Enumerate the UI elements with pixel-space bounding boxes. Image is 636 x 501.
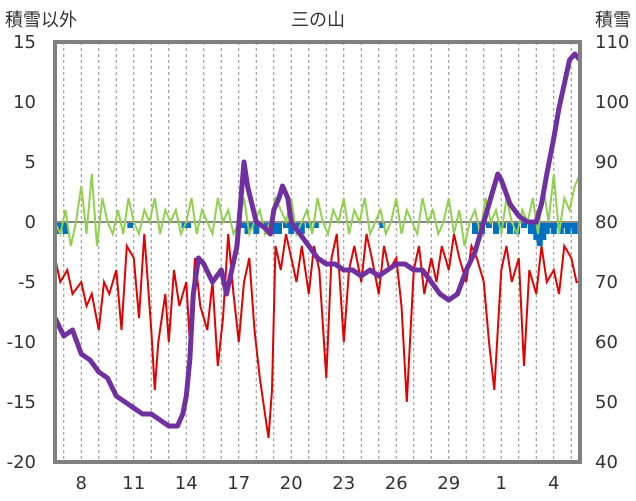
precip-bar (298, 222, 305, 234)
precip-bar (550, 222, 557, 234)
series-snow-depth (52, 51, 582, 429)
precip-bar (312, 222, 319, 228)
x-tick-label: 29 (437, 473, 460, 494)
precip-bar (248, 222, 254, 228)
precip-bar (540, 222, 547, 240)
precip-bar (521, 222, 527, 228)
left-tick-label: 0 (25, 212, 36, 233)
right-tick-label: 110 (595, 32, 629, 53)
x-tick-label: 11 (122, 473, 145, 494)
precip-bar (561, 222, 568, 228)
x-tick-label: 26 (385, 473, 408, 494)
x-ticks: 8 11 14 17 20 23 26 29 1 4 (76, 473, 560, 494)
x-tick-label: 23 (332, 473, 355, 494)
left-tick-label: -15 (7, 392, 36, 413)
precip-bar (493, 222, 499, 234)
chart-title: 三の山 (291, 10, 345, 31)
precip-bar (536, 222, 543, 246)
precip-bar (514, 222, 520, 234)
precip-bar (472, 222, 478, 234)
left-tick-label: 15 (13, 32, 36, 53)
x-tick-label: 20 (280, 473, 303, 494)
left-tick-label: 10 (13, 92, 36, 113)
precip-bar (564, 222, 571, 234)
precip-bar (270, 222, 277, 234)
left-axis-label: 積雪以外 (5, 10, 77, 31)
precip-bar (571, 222, 578, 234)
right-tick-label: 80 (595, 212, 618, 233)
right-tick-label: 60 (595, 332, 618, 353)
precip-bar (486, 222, 492, 228)
right-tick-label: 70 (595, 272, 618, 293)
right-y-ticks: 110 100 90 80 70 60 50 40 (595, 32, 629, 473)
vertical-grid (63, 42, 572, 462)
left-tick-label: -20 (7, 452, 36, 473)
left-y-ticks: 15 10 5 0 -5 -10 -15 -20 (7, 32, 36, 473)
precip-bar (241, 222, 247, 228)
precip-bar (305, 222, 312, 228)
right-tick-label: 40 (595, 452, 618, 473)
precip-bar (568, 222, 575, 228)
precip-bar (547, 222, 554, 228)
right-tick-label: 100 (595, 92, 629, 113)
precip-bar (253, 222, 260, 234)
right-axis-label: 積雪 (595, 10, 631, 31)
precip-bar (379, 222, 386, 228)
plot-frame (53, 40, 582, 464)
right-tick-label: 90 (595, 152, 618, 173)
left-tick-label: -10 (7, 332, 36, 353)
x-tick-label: 1 (496, 473, 507, 494)
precip-bar (62, 222, 69, 234)
precip-bar (283, 222, 289, 228)
precip-bar (127, 222, 134, 228)
precip-bar (543, 222, 550, 234)
x-tick-label: 8 (76, 473, 87, 494)
precip-bar (185, 222, 191, 228)
left-tick-label: 5 (25, 152, 36, 173)
series-other (54, 173, 581, 247)
x-tick-label: 17 (227, 473, 250, 494)
precip-bar (507, 222, 513, 234)
precip-bar (528, 222, 534, 234)
x-tick-label: 14 (175, 473, 198, 494)
precip-bar (533, 222, 540, 240)
precip-bar (288, 222, 295, 234)
precip-bar (276, 222, 282, 234)
x-tick-label: 4 (548, 473, 559, 494)
right-tick-label: 50 (595, 392, 618, 413)
series-temperature (54, 233, 580, 439)
left-tick-label: -5 (18, 272, 36, 293)
